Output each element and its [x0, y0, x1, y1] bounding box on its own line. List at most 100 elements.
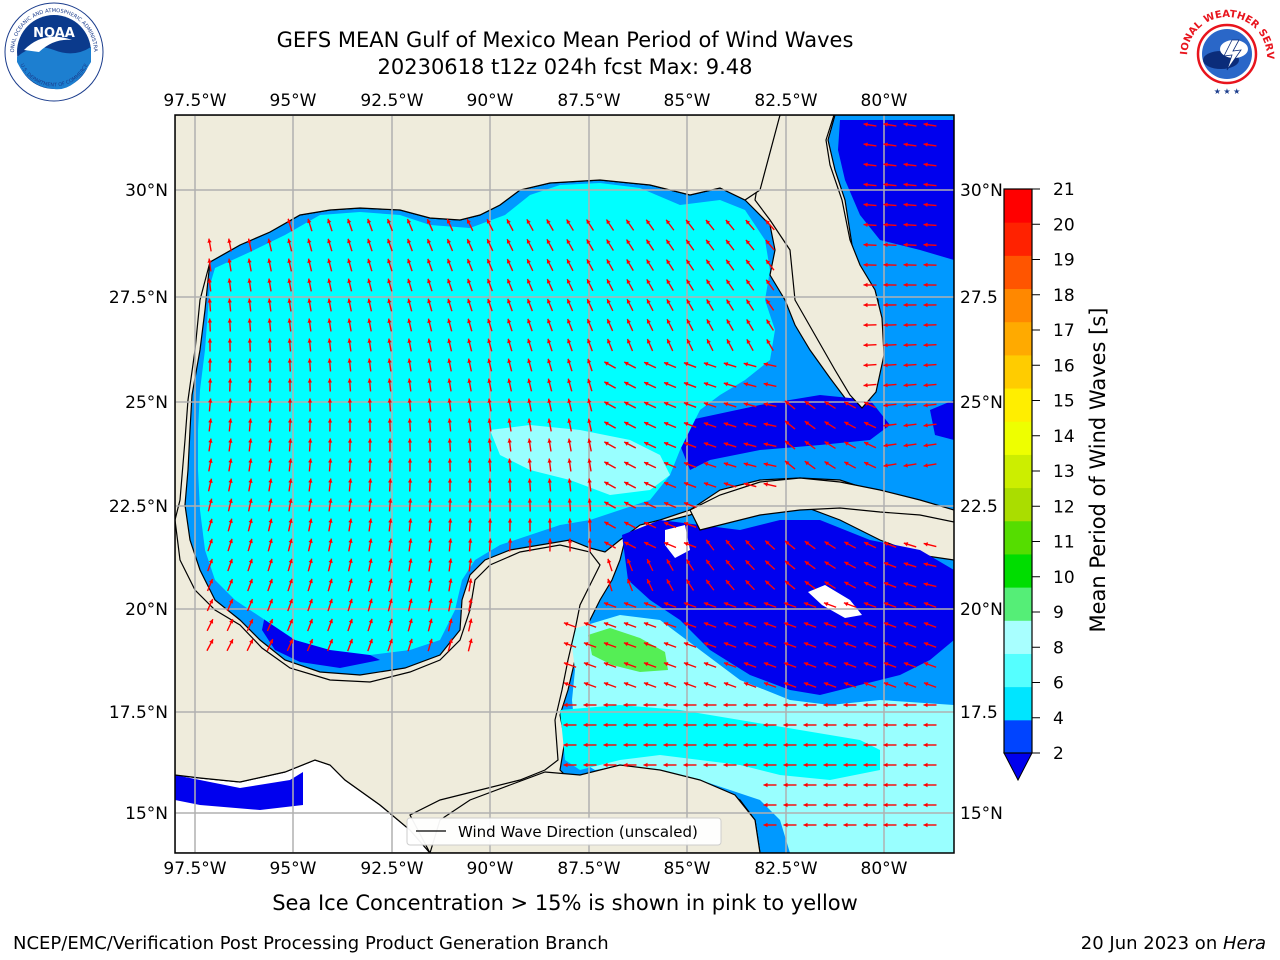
- wind-arrow: [843, 421, 857, 429]
- wind-arrow: [308, 498, 313, 512]
- wind-arrow: [703, 722, 717, 728]
- wind-arrow: [387, 318, 393, 332]
- wind-arrow: [367, 438, 373, 452]
- wind-arrow: [663, 722, 677, 728]
- lon-label-top: 97.5°W: [163, 91, 226, 111]
- wind-arrow: [246, 618, 254, 632]
- wind-arrow: [883, 602, 897, 608]
- wind-arrow: [703, 482, 717, 488]
- wind-arrow: [623, 722, 637, 728]
- wind-arrow: [207, 358, 213, 372]
- wind-arrow: [248, 478, 253, 492]
- wind-arrow: [623, 702, 637, 708]
- wind-arrow: [206, 638, 214, 652]
- wind-arrow: [903, 403, 917, 408]
- wind-arrow: [586, 298, 594, 312]
- wind-arrow: [666, 318, 674, 332]
- wind-arrow: [683, 542, 697, 548]
- wind-arrow: [587, 478, 592, 492]
- wind-arrow: [228, 418, 233, 432]
- wind-arrow: [923, 602, 937, 608]
- wind-arrow: [468, 598, 473, 612]
- wind-arrow: [923, 822, 937, 828]
- lon-label-bottom: 90°W: [467, 859, 514, 879]
- wind-arrow: [863, 441, 877, 449]
- wind-arrow: [903, 202, 917, 207]
- wind-arrow: [723, 722, 737, 728]
- wind-arrow: [803, 662, 817, 668]
- wind-arrow: [765, 319, 775, 331]
- lon-label-bottom: 95°W: [270, 859, 317, 879]
- wind-arrow: [466, 238, 474, 252]
- wind-arrow: [227, 298, 232, 312]
- wind-arrow: [327, 358, 332, 372]
- wind-arrow: [487, 538, 493, 552]
- wind-arrow: [407, 338, 412, 352]
- wind-arrow: [683, 762, 697, 768]
- wind-arrow: [547, 518, 553, 532]
- wind-arrow: [843, 802, 857, 808]
- wind-arrow: [486, 238, 494, 252]
- colorbar-tick-label: 18: [1053, 286, 1075, 306]
- wind-arrow: [267, 278, 272, 292]
- wind-arrow: [643, 662, 657, 668]
- wind-arrow: [448, 578, 453, 592]
- wind-arrow: [685, 239, 695, 251]
- host-name: Hera: [1222, 933, 1266, 954]
- wind-arrow: [407, 398, 412, 412]
- wind-arrow: [427, 438, 433, 452]
- wind-arrow: [347, 398, 353, 412]
- wind-arrow: [683, 622, 697, 628]
- wind-arrow: [566, 298, 574, 312]
- wind-arrow: [883, 542, 897, 548]
- wind-arrow: [566, 258, 574, 272]
- wind-arrow: [566, 219, 574, 231]
- wind-arrow: [903, 142, 917, 147]
- wind-arrow: [646, 259, 654, 271]
- florida: [754, 115, 885, 409]
- wind-arrow: [903, 322, 917, 328]
- wind-arrow: [823, 702, 837, 708]
- wind-arrow: [784, 400, 796, 410]
- wind-arrow: [883, 282, 897, 288]
- wind-arrow: [923, 642, 937, 648]
- wind-arrow: [603, 742, 617, 748]
- wind-arrow: [623, 662, 637, 668]
- wind-arrow: [903, 542, 917, 548]
- wind-arrow: [723, 762, 737, 768]
- wind-arrow: [268, 478, 273, 492]
- wind-arrow: [745, 559, 755, 571]
- wind-arrow: [387, 598, 393, 612]
- wind-arrow: [247, 538, 253, 552]
- wind-arrow: [507, 458, 512, 472]
- wind-arrow: [723, 682, 737, 688]
- wind-arrow: [683, 722, 697, 728]
- wind-arrow: [725, 279, 735, 291]
- wind-arrow: [547, 358, 553, 372]
- wind-arrow: [625, 239, 635, 251]
- wind-arrow: [804, 540, 816, 550]
- wind-arrow: [603, 481, 617, 489]
- wind-arrow: [228, 438, 233, 452]
- us-gulf-coast: [175, 115, 781, 521]
- wind-arrow: [367, 258, 373, 272]
- wind-arrow: [227, 518, 233, 532]
- wind-arrow: [247, 558, 253, 572]
- wind-arrow: [368, 498, 373, 512]
- wind-arrow: [227, 538, 233, 552]
- wind-arrow: [923, 542, 937, 548]
- wind-arrow: [803, 642, 817, 648]
- wind-arrow: [527, 378, 533, 392]
- wind-arrow: [606, 318, 614, 332]
- wind-arrow: [843, 622, 857, 628]
- wind-arrow: [506, 238, 514, 252]
- wind-arrow: [763, 702, 777, 708]
- wind-arrow: [863, 262, 877, 268]
- wind-arrow: [863, 162, 877, 167]
- wind-arrow: [923, 682, 937, 688]
- wind-arrow: [686, 279, 694, 291]
- wind-arrow: [507, 478, 513, 492]
- wind-arrow: [347, 238, 353, 252]
- wind-arrow: [563, 622, 577, 628]
- lat-label-left: 30°N: [125, 181, 168, 201]
